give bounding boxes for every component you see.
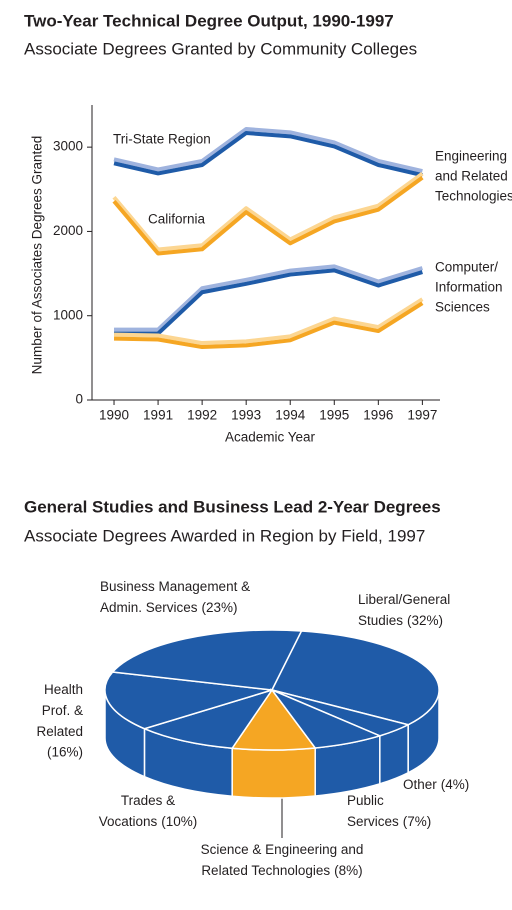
slice-label: Business Management & [100, 579, 250, 594]
annotation: Tri-State Region [113, 132, 211, 147]
line-highlight [114, 264, 423, 332]
slice-value-label: (10%) [161, 814, 197, 829]
slice-label: Admin. Services (23%) [100, 600, 238, 615]
slice-label-text: Related Technologies [201, 863, 330, 878]
chart-subtitle: Associate Degrees Granted by Community C… [24, 39, 417, 58]
slice-label: Other (4%) [403, 777, 469, 792]
annotation: Engineering [435, 149, 507, 164]
slice-label-text: Admin. Services [100, 600, 198, 615]
annotation: and Related [435, 169, 508, 184]
y-tick-label: 1000 [53, 307, 83, 322]
annotation: Sciences [435, 300, 490, 315]
slice-label: Health [44, 682, 83, 697]
pie-slice [270, 630, 440, 726]
pie-side [231, 747, 316, 799]
x-tick-label: 1994 [275, 408, 306, 423]
line-highlight [112, 172, 424, 252]
slice-label: Science & Engineering and [201, 842, 364, 857]
slice-label: Trades & [121, 793, 175, 808]
slice-value-label: (32%) [407, 613, 443, 628]
pie-slice [142, 688, 274, 750]
pie-slice [111, 629, 303, 691]
y-tick-label: 3000 [53, 139, 83, 154]
line [113, 301, 424, 350]
slice-value-label: (23%) [202, 600, 238, 615]
slice-label-text: Public [347, 793, 384, 808]
annotation: Technologies [435, 189, 512, 204]
chart-title: Two-Year Technical Degree Output, 1990-1… [24, 11, 394, 30]
slice-label-text: Services [347, 814, 399, 829]
y-axis-label: Number of Associates Degrees Granted [30, 136, 45, 375]
slice-label: Vocations (10%) [99, 814, 198, 829]
slice-label: Related [36, 724, 83, 739]
annotation: California [148, 212, 206, 227]
slice-label-text: Science & Engineering and [201, 842, 364, 857]
slice-value-label: (8%) [334, 863, 363, 878]
line [113, 130, 423, 178]
slice-label-text: Vocations [99, 814, 158, 829]
pie-slice [269, 688, 382, 749]
line-highlight [113, 297, 424, 346]
slice-value-label: (4%) [441, 777, 470, 792]
slice-label: Liberal/General [358, 592, 450, 607]
chart-subtitle: Associate Degrees Awarded in Region by F… [24, 526, 425, 545]
slice-label-text: Related [36, 724, 83, 739]
annotation: Information [435, 280, 503, 295]
slice-label-text: Liberal/General [358, 592, 450, 607]
y-tick-label: 0 [75, 392, 83, 407]
chart-title: General Studies and Business Lead 2-Year… [24, 497, 441, 516]
x-tick-label: 1993 [231, 408, 261, 423]
x-axis-label: Academic Year [225, 430, 316, 445]
line [114, 268, 423, 336]
slice-value-label: (16%) [47, 745, 83, 760]
slice-label-text: Health [44, 682, 83, 697]
line-highlight [113, 126, 423, 174]
annotation: Computer/ [435, 260, 498, 275]
slice-label-text: Studies [358, 613, 403, 628]
x-tick-label: 1990 [99, 408, 129, 423]
line [112, 176, 424, 256]
slice-label: Public [347, 793, 384, 808]
x-tick-label: 1992 [187, 408, 217, 423]
y-tick-label: 2000 [53, 223, 83, 238]
slice-label: Services (7%) [347, 814, 431, 829]
slice-label-text: Trades & [121, 793, 175, 808]
x-tick-label: 1991 [143, 408, 173, 423]
slice-label-text: Prof. & [42, 703, 83, 718]
slice-label: Prof. & [42, 703, 83, 718]
x-tick-label: 1997 [407, 408, 437, 423]
slice-label: Related Technologies (8%) [201, 863, 362, 878]
slice-label-text: Other [403, 777, 437, 792]
slice-label: Studies (32%) [358, 613, 443, 628]
slice-label-text: Business Management & [100, 579, 250, 594]
x-tick-label: 1995 [319, 408, 349, 423]
slice-value-label: (7%) [403, 814, 432, 829]
x-tick-label: 1996 [363, 408, 393, 423]
pie-slice [104, 671, 273, 730]
